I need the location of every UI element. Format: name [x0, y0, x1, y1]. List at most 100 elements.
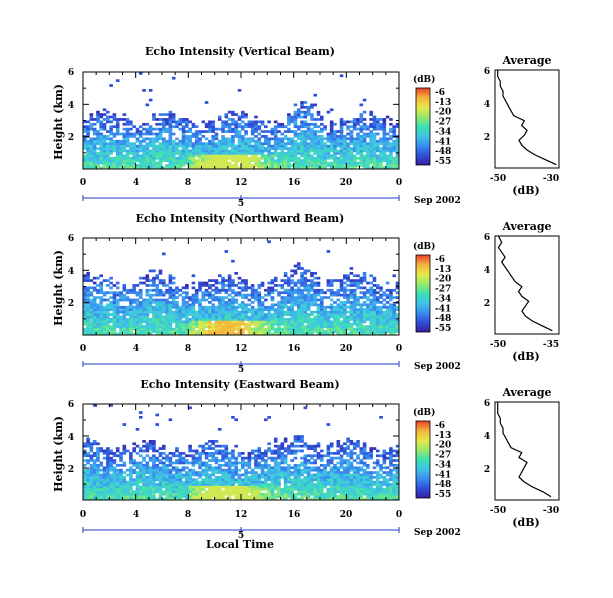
- heatmap-cell: [152, 495, 156, 498]
- heatmap-cell: [277, 327, 281, 331]
- heatmap-cell: [320, 147, 324, 150]
- heatmap-cell: [102, 137, 107, 141]
- heatmap-cell: [211, 488, 215, 491]
- heatmap-cell: [296, 301, 301, 304]
- heatmap-cell: [135, 485, 140, 489]
- heatmap-cell: [165, 310, 169, 314]
- heatmap-cell: [125, 118, 130, 121]
- heatmap-cell: [201, 492, 206, 496]
- heatmap-cell: [152, 488, 156, 491]
- heatmap-cell: [106, 305, 110, 309]
- heatmap-cell: [227, 142, 232, 146]
- heatmap-cell: [329, 156, 334, 160]
- heatmap-cell: [296, 288, 301, 292]
- heatmap-cell: [349, 332, 354, 336]
- heatmap-cell: [148, 476, 153, 479]
- heatmap-cell: [227, 161, 232, 165]
- heatmap-cell: [86, 330, 90, 333]
- heatmap-cell: [250, 322, 255, 326]
- heatmap-cell: [171, 149, 176, 153]
- heatmap-cell: [89, 152, 94, 155]
- heatmap-cell: [359, 149, 364, 153]
- heatmap-cell: [237, 454, 242, 458]
- heatmap-cell: [214, 488, 219, 491]
- heatmap-cell: [106, 471, 110, 474]
- heatmap-cell: [280, 444, 285, 448]
- heatmap-cell: [145, 310, 150, 314]
- heatmap-cell: [227, 327, 232, 331]
- heatmap-cell: [158, 318, 163, 321]
- heatmap-cell: [316, 139, 321, 143]
- heatmap-cell: [191, 461, 196, 465]
- heatmap-cell: [112, 322, 117, 326]
- heatmap-cell: [389, 166, 393, 170]
- heatmap-cell: [369, 286, 373, 290]
- heatmap-cell: [152, 161, 156, 165]
- heatmap-cell: [158, 480, 163, 484]
- heatmap-cell: [296, 435, 301, 438]
- heatmap-cell: [175, 480, 179, 484]
- heatmap-cell: [112, 471, 117, 474]
- heatmap-cell: [208, 308, 212, 312]
- heatmap-cell: [316, 147, 321, 150]
- heatmap-cell: [362, 137, 367, 141]
- heatmap-cell: [158, 279, 163, 282]
- heatmap-cell: [300, 115, 304, 119]
- heatmap-cell: [142, 473, 146, 477]
- heatmap-cell: [188, 492, 192, 496]
- heatmap-cell: [115, 164, 120, 167]
- heatmap-cell: [306, 322, 311, 326]
- heatmap-cell: [109, 466, 113, 470]
- average-x-axis-label: (dB): [512, 184, 539, 197]
- heatmap-cell: [270, 132, 275, 136]
- heatmap-cell: [109, 452, 113, 455]
- heatmap-cell: [283, 322, 288, 326]
- heatmap-cell: [109, 483, 113, 486]
- heatmap-cell: [109, 84, 113, 87]
- heatmap-cell: [185, 313, 189, 316]
- heatmap-cell: [257, 139, 262, 143]
- heatmap-cell: [208, 318, 212, 321]
- heatmap-cell: [188, 444, 192, 448]
- heatmap-cell: [194, 301, 199, 304]
- heatmap-cell: [208, 152, 212, 155]
- heatmap-cell: [152, 480, 156, 484]
- heatmap-cell: [122, 488, 127, 491]
- heatmap-cell: [277, 154, 281, 158]
- heatmap-cell: [234, 497, 239, 501]
- heatmap-cell: [178, 118, 183, 121]
- heatmap-cell: [392, 303, 397, 307]
- heatmap-cell: [303, 122, 308, 126]
- heatmap-cell: [234, 154, 239, 158]
- heatmap-cell: [372, 298, 377, 302]
- heatmap-cell: [204, 464, 209, 467]
- heatmap-cell: [362, 303, 367, 307]
- heatmap-cell: [283, 471, 288, 474]
- heatmap-cell: [303, 315, 308, 319]
- heatmap-cell: [168, 159, 173, 163]
- heatmap-cell: [162, 120, 166, 124]
- heatmap-cell: [132, 147, 136, 150]
- heatmap-cell: [277, 488, 281, 491]
- heatmap-cell: [102, 108, 107, 112]
- heatmap-cell: [188, 318, 192, 321]
- heatmap-cell: [125, 318, 130, 321]
- heatmap-cell: [343, 303, 347, 307]
- heatmap-cell: [214, 449, 219, 453]
- heatmap-cell: [122, 135, 127, 138]
- heatmap-cell: [162, 318, 166, 321]
- heatmap-cell: [296, 267, 301, 270]
- heatmap-cell: [171, 161, 176, 165]
- heatmap-cell: [280, 332, 285, 336]
- heatmap-cell: [109, 318, 113, 321]
- heatmap-cell: [185, 296, 189, 299]
- heatmap-cell: [333, 291, 337, 295]
- heatmap-cell: [277, 303, 281, 307]
- heatmap-cell: [178, 161, 183, 165]
- heatmap-cell: [227, 461, 232, 465]
- heatmap-cell: [165, 490, 169, 494]
- heatmap-cell: [290, 152, 294, 155]
- heatmap-title: Echo Intensity (Eastward Beam): [140, 378, 339, 391]
- heatmap-cell: [227, 281, 232, 285]
- heatmap-cell: [250, 152, 255, 155]
